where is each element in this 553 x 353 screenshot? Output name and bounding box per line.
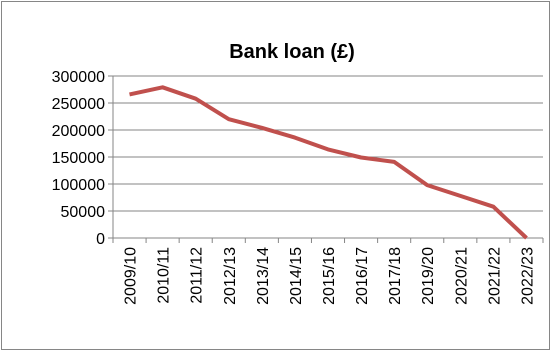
- series-group: [129, 85, 528, 240]
- x-tick-label: 2011/12: [189, 247, 206, 304]
- x-tick-label: 2013/14: [255, 247, 272, 305]
- series-line: [129, 85, 528, 240]
- data-point: [195, 98, 196, 99]
- data-point: [361, 157, 362, 158]
- y-tick-labels: 0 50000 100000 150000 200000 250000 300000: [52, 69, 105, 248]
- data-point: [261, 127, 262, 128]
- x-tick-label: 2015/16: [321, 247, 338, 305]
- x-tick-label: 2022/23: [519, 247, 536, 305]
- x-tick-label: 2014/15: [288, 247, 305, 305]
- y-tick-label: 300000: [52, 69, 105, 86]
- chart-title: Bank loan (£): [229, 41, 355, 63]
- data-point: [162, 87, 163, 88]
- x-tick-label: 2016/17: [354, 247, 371, 305]
- x-tick-label: 2012/13: [222, 247, 239, 305]
- y-tick-label: 0: [96, 231, 105, 248]
- y-tick-label: 150000: [52, 150, 105, 167]
- x-tick-label: 2009/10: [123, 247, 140, 305]
- y-tick-label: 200000: [52, 123, 105, 140]
- x-tick-label: 2019/20: [420, 247, 437, 305]
- x-tick-label: 2010/11: [156, 247, 173, 304]
- x-tick-label: 2017/18: [387, 247, 404, 305]
- data-point: [129, 94, 130, 95]
- x-tick-label: 2021/22: [486, 247, 503, 305]
- x-tick-labels: 2009/10 2010/11 2011/12 2012/13 2013/14 2014/…: [123, 247, 537, 305]
- y-tick-label: 50000: [61, 204, 106, 221]
- gridlines: [108, 75, 543, 239]
- data-point: [228, 119, 229, 120]
- data-point: [526, 238, 527, 239]
- data-point: [394, 161, 395, 162]
- axes: [112, 76, 544, 243]
- data-point: [460, 195, 461, 196]
- x-tick-label: 2020/21: [453, 247, 470, 305]
- data-point: [328, 149, 329, 150]
- data-point: [427, 185, 428, 186]
- y-tick-label: 250000: [52, 96, 105, 113]
- data-point: [493, 206, 494, 207]
- y-tick-label: 100000: [52, 177, 105, 194]
- data-point: [294, 137, 295, 138]
